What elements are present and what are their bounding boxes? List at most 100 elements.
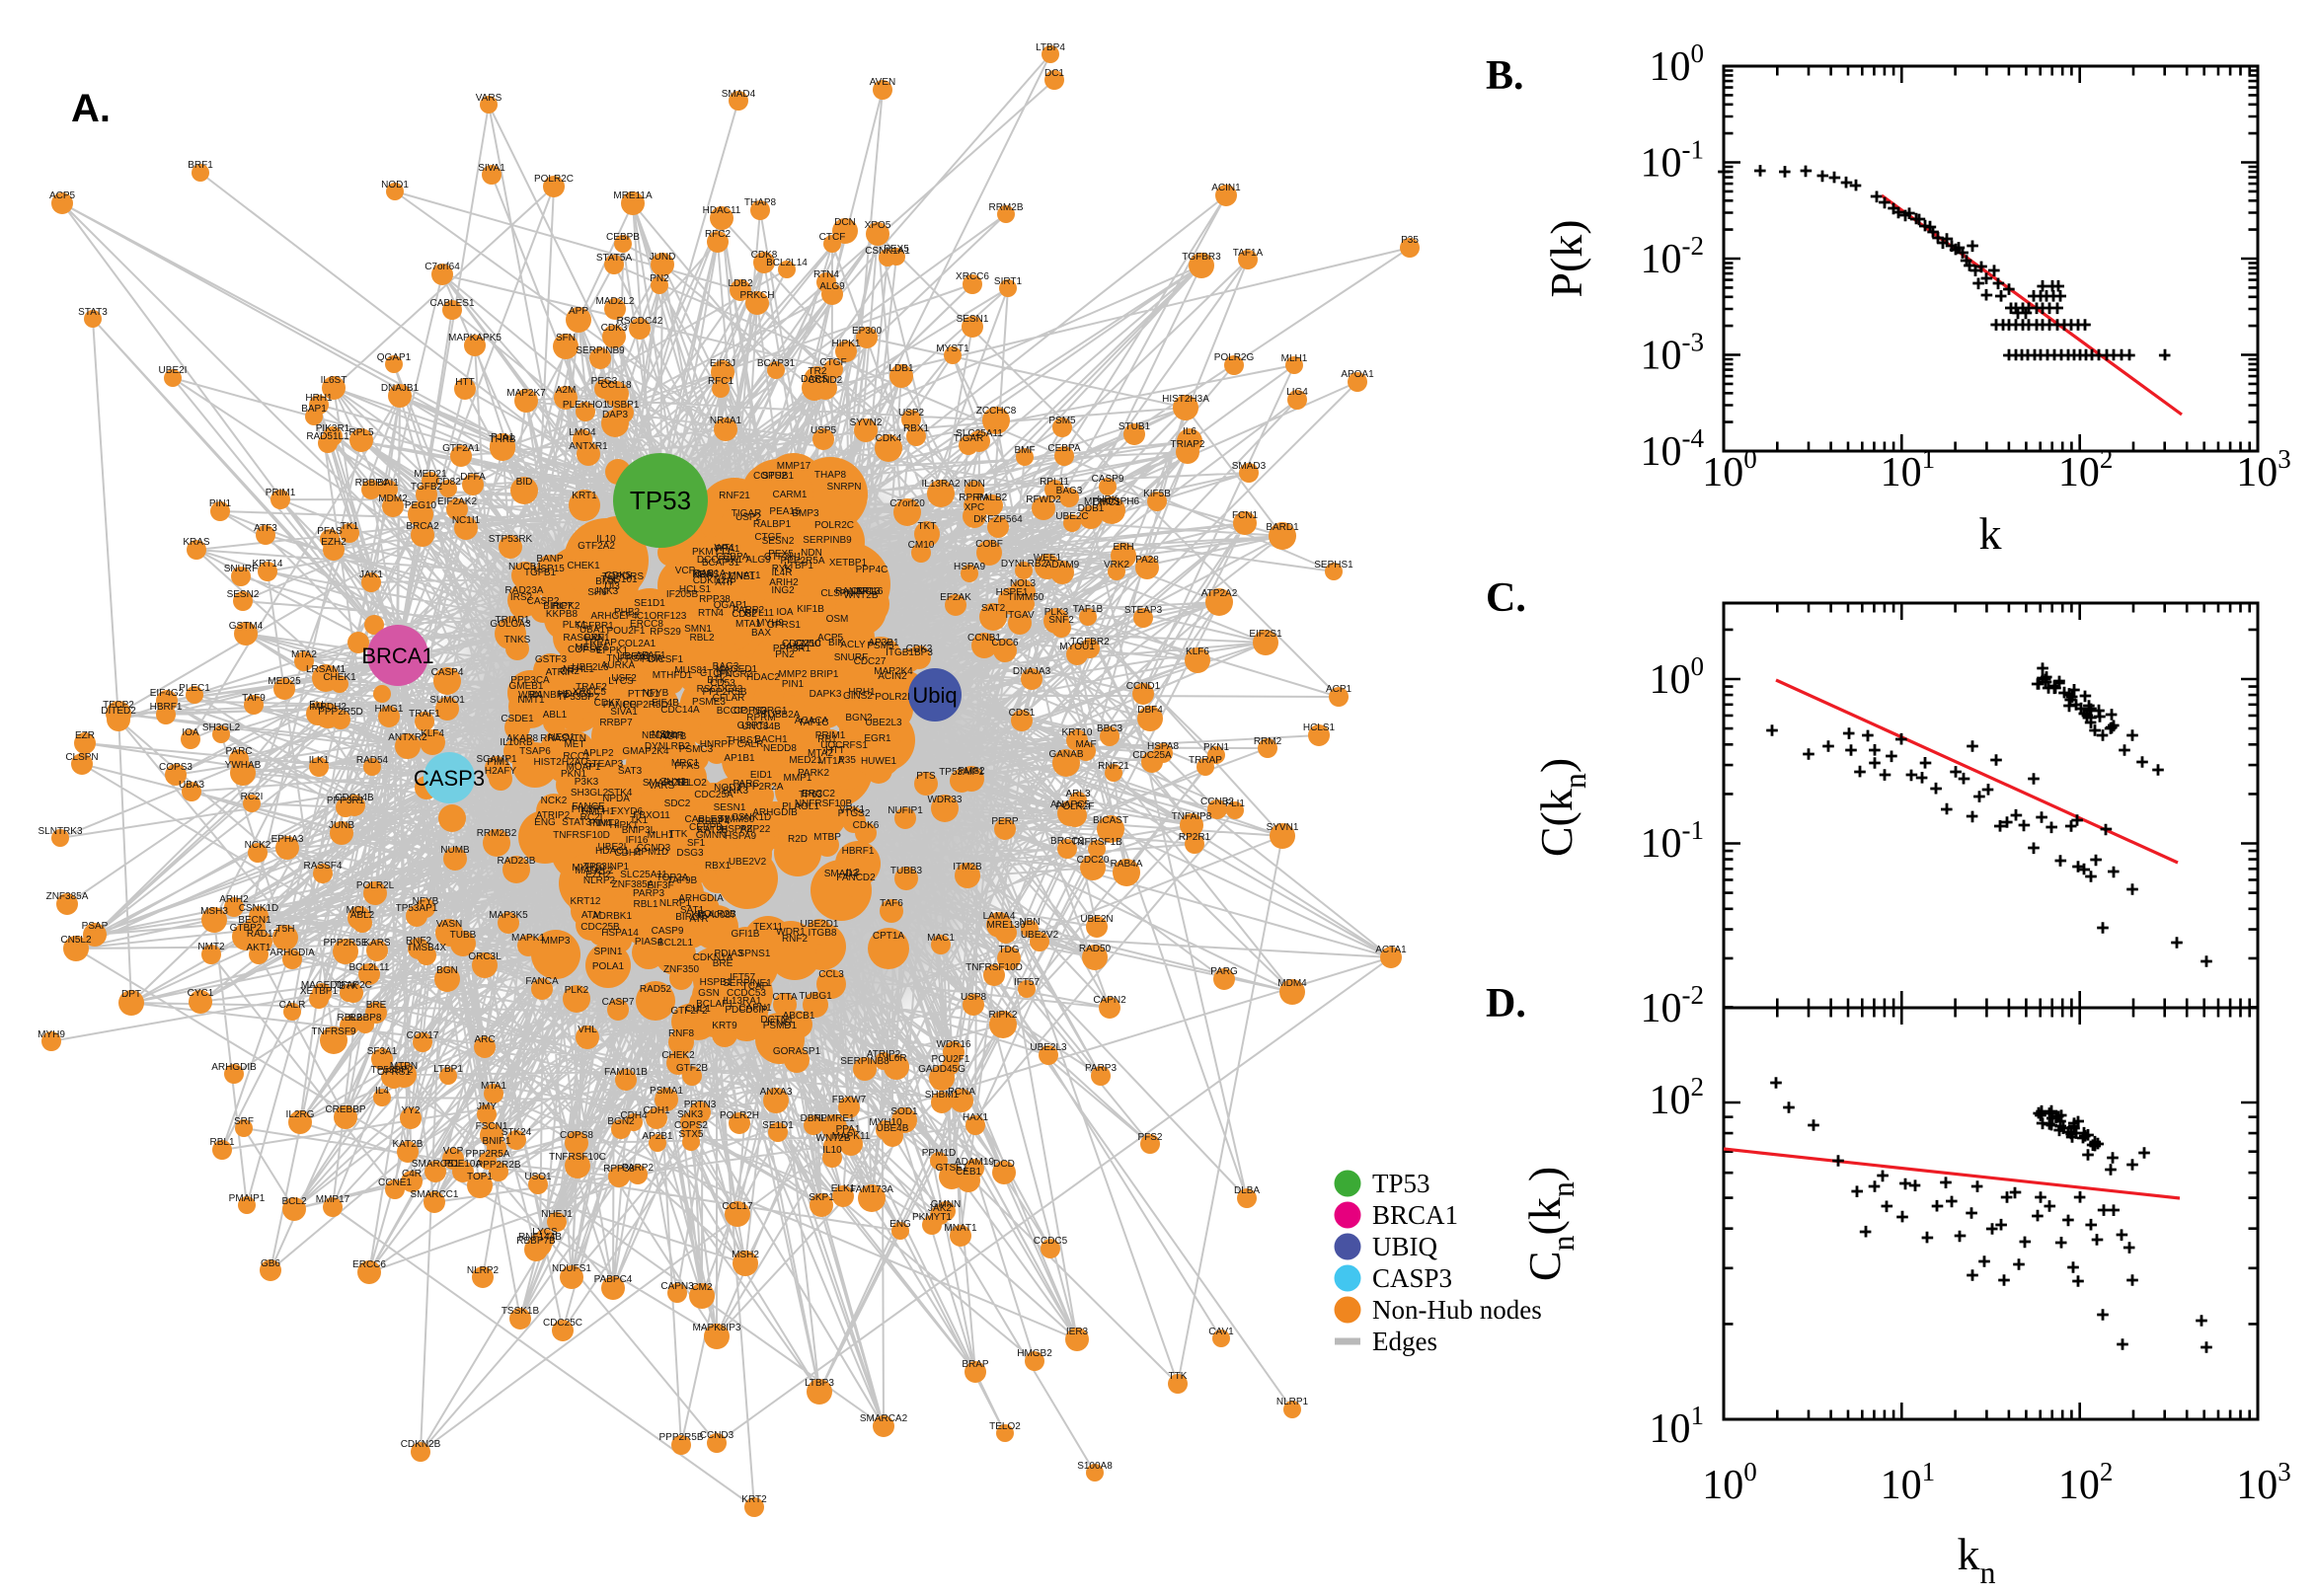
svg-text:THBS1: THBS1: [727, 735, 759, 746]
svg-text:RBX1: RBX1: [903, 423, 930, 434]
svg-text:SMN1: SMN1: [684, 624, 712, 635]
svg-text:TNFAIP8: TNFAIP8: [1172, 811, 1212, 822]
svg-text:ADRBK1: ADRBK1: [592, 911, 632, 922]
svg-text:SMARCA2: SMARCA2: [860, 1413, 908, 1424]
svg-text:KRAS: KRAS: [183, 537, 210, 548]
svg-text:HDAC1: HDAC1: [595, 846, 629, 857]
svg-text:JUNB: JUNB: [329, 820, 354, 831]
svg-text:CDC27: CDC27: [854, 656, 887, 667]
svg-text:YY2: YY2: [402, 1105, 421, 1116]
svg-text:PPP2R2A: PPP2R2A: [738, 782, 783, 793]
svg-text:POLA1: POLA1: [592, 961, 625, 972]
svg-text:A2M: A2M: [556, 385, 577, 396]
svg-text:TP53BP2: TP53BP2: [558, 692, 600, 703]
svg-text:OPRS1: OPRS1: [377, 1067, 411, 1078]
svg-text:RNF2: RNF2: [406, 936, 432, 947]
svg-text:RNF2: RNF2: [782, 934, 809, 945]
svg-text:ADAM9: ADAM9: [1045, 560, 1080, 570]
svg-text:ERH: ERH: [1113, 542, 1133, 553]
svg-text:PARK2: PARK2: [798, 768, 829, 779]
svg-text:D.: D.: [1486, 981, 1526, 1026]
svg-text:CDK3: CDK3: [601, 323, 628, 334]
svg-text:UBE4B: UBE4B: [877, 1123, 909, 1134]
svg-text:BICAST: BICAST: [1093, 815, 1128, 826]
svg-text:VCP: VCP: [443, 1146, 464, 1157]
svg-text:NBN: NBN: [1019, 917, 1040, 928]
svg-text:ADAM19: ADAM19: [955, 1157, 994, 1168]
svg-text:NOD1: NOD1: [381, 180, 409, 190]
svg-text:MRC1: MRC1: [671, 758, 700, 769]
svg-text:UBE2L3: UBE2L3: [865, 718, 902, 728]
svg-text:CTGF: CTGF: [754, 532, 781, 543]
svg-text:ATR: ATR: [689, 914, 708, 925]
svg-text:NC1I1: NC1I1: [452, 515, 481, 526]
svg-text:EPPK1: EPPK1: [596, 646, 629, 656]
svg-text:MAGED1: MAGED1: [301, 980, 344, 991]
svg-text:MLH1: MLH1: [1281, 353, 1308, 364]
svg-text:ZNF385A: ZNF385A: [612, 879, 655, 890]
svg-text:GTF2A2: GTF2A2: [578, 541, 615, 552]
svg-text:GB6: GB6: [261, 1258, 280, 1269]
svg-text:MUS81: MUS81: [674, 665, 708, 676]
svg-text:CALR: CALR: [737, 739, 764, 750]
svg-text:HTT: HTT: [455, 377, 474, 388]
svg-text:PCNA: PCNA: [948, 1087, 975, 1098]
svg-text:THRB: THRB: [489, 434, 516, 445]
svg-text:SAT1: SAT1: [680, 905, 705, 916]
svg-text:PLK2: PLK2: [565, 985, 589, 996]
svg-text:SERPINB9: SERPINB9: [803, 535, 852, 546]
svg-text:BCLAF1: BCLAF1: [696, 999, 733, 1010]
svg-text:USP5: USP5: [811, 425, 837, 436]
svg-text:COPS2: COPS2: [674, 1120, 708, 1131]
svg-text:NEDD8: NEDD8: [763, 743, 797, 754]
svg-text:HAX1: HAX1: [963, 1112, 989, 1123]
svg-text:THAP8: THAP8: [744, 197, 777, 208]
svg-text:ENG: ENG: [889, 1219, 911, 1230]
svg-text:DKFZP564: DKFZP564: [973, 514, 1023, 525]
svg-text:TOP2A: TOP2A: [656, 873, 689, 883]
svg-text:PN2: PN2: [650, 273, 669, 284]
svg-text:RPP38: RPP38: [699, 594, 731, 605]
svg-text:BCL2L1: BCL2L1: [657, 938, 694, 949]
svg-text:PIN1: PIN1: [209, 498, 232, 509]
svg-text:MTA2: MTA2: [808, 748, 833, 759]
svg-text:MED21: MED21: [789, 755, 822, 766]
svg-text:COBF: COBF: [975, 539, 1003, 550]
svg-text:MYH9: MYH9: [756, 618, 784, 629]
svg-text:BAG3: BAG3: [1056, 486, 1083, 496]
svg-text:ALG9: ALG9: [745, 555, 771, 566]
svg-text:HBRF1: HBRF1: [150, 702, 183, 713]
svg-text:PJA1: PJA1: [491, 432, 514, 443]
svg-text:CDC25A: CDC25A: [1132, 750, 1172, 761]
svg-text:DNAJB1: DNAJB1: [381, 383, 420, 394]
svg-text:TUBG1: TUBG1: [799, 991, 832, 1002]
svg-text:MMP17: MMP17: [777, 461, 811, 472]
svg-text:JAK2: JAK2: [928, 1203, 952, 1214]
svg-text:WNT2B: WNT2B: [816, 1133, 851, 1144]
svg-text:CCND2: CCND2: [809, 375, 843, 386]
svg-text:CD82: CD82: [435, 477, 461, 488]
svg-text:UNC84B: UNC84B: [741, 722, 781, 732]
svg-text:TIMM50: TIMM50: [1008, 592, 1044, 603]
svg-text:CEB1: CEB1: [956, 1167, 982, 1178]
svg-text:PERP: PERP: [991, 816, 1019, 827]
svg-text:PTGS2: PTGS2: [838, 808, 871, 819]
svg-text:PARP3: PARP3: [1085, 1063, 1117, 1074]
svg-text:RPRM: RPRM: [959, 493, 987, 503]
svg-text:SLC25A11: SLC25A11: [620, 870, 667, 880]
svg-text:CM2: CM2: [691, 1282, 713, 1293]
svg-text:GMNN: GMNN: [931, 1199, 962, 1210]
svg-text:S100A8: S100A8: [1077, 1461, 1113, 1472]
svg-text:MSH3: MSH3: [200, 906, 228, 917]
svg-text:CDKN2A: CDKN2A: [693, 575, 733, 586]
svg-text:CLSPN: CLSPN: [820, 588, 853, 599]
svg-text:MAF: MAF: [1075, 739, 1096, 750]
svg-text:BRIP1: BRIP1: [811, 669, 839, 680]
svg-text:MPHOSPH6: MPHOSPH6: [1084, 496, 1140, 507]
svg-text:RASSF4: RASSF4: [304, 861, 343, 872]
svg-text:EIF4G2: EIF4G2: [150, 688, 185, 699]
svg-text:GTF2F2: GTF2F2: [670, 1006, 708, 1017]
svg-text:PZP22: PZP22: [740, 824, 771, 835]
svg-text:DCN: DCN: [834, 217, 856, 228]
svg-text:PRKCH: PRKCH: [739, 290, 774, 301]
